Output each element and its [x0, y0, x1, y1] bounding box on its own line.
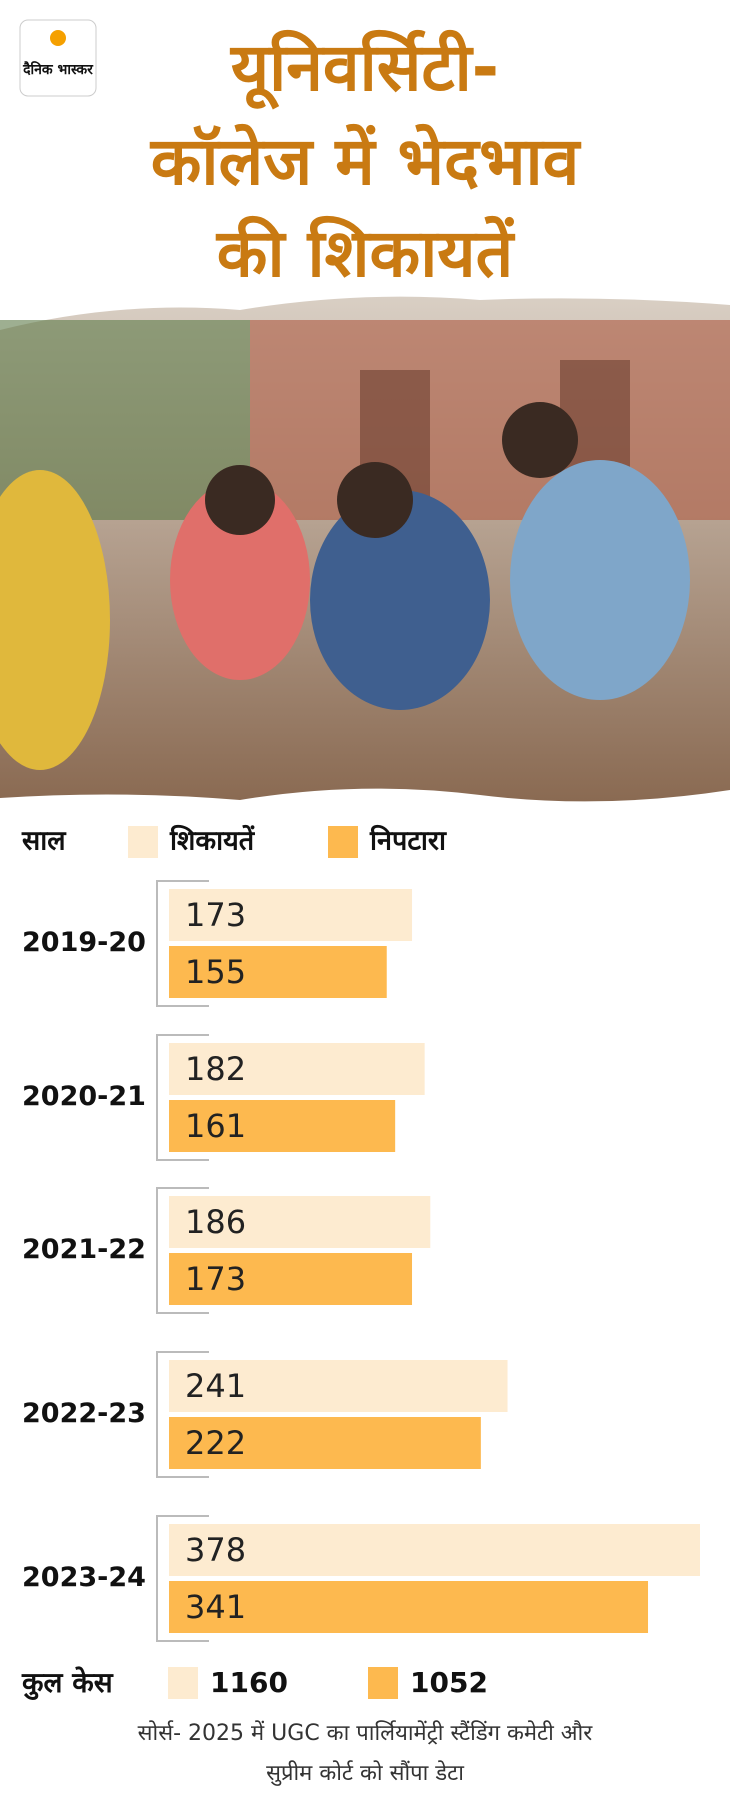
- source-note: सोर्स- 2025 में UGC का पार्लियामेंट्री स…: [138, 1720, 594, 1746]
- y-tick-label: 2020-21: [22, 1081, 146, 1112]
- data-label: 173: [185, 896, 246, 934]
- totals-swatch: [168, 1667, 198, 1699]
- bar: [169, 1253, 413, 1305]
- legend-label: शिकायतें: [169, 825, 256, 857]
- data-label: 241: [185, 1367, 246, 1405]
- photo: [0, 296, 730, 802]
- chart-title: की शिकायतें: [215, 215, 516, 292]
- legend-swatch: [128, 826, 158, 858]
- chart-title: यूनिवर्सिटी-: [229, 29, 499, 110]
- data-label: 378: [185, 1531, 246, 1569]
- chart-title: कॉलेज में भेदभाव: [149, 123, 582, 200]
- data-label: 186: [185, 1203, 246, 1241]
- totals-label: कुल केस: [21, 1666, 114, 1700]
- group-bracket: [156, 1034, 209, 1161]
- y-tick-label: 2019-20: [22, 927, 146, 958]
- data-label: 155: [185, 953, 246, 991]
- source-note: सुप्रीम कोर्ट को सौंपा डेटा: [266, 1760, 464, 1786]
- data-label: 173: [185, 1260, 246, 1298]
- bar: [169, 1417, 481, 1469]
- total-value: 1052: [410, 1666, 488, 1699]
- bar: [169, 1100, 396, 1152]
- y-tick-label: 2022-23: [22, 1398, 146, 1429]
- logo-text: दैनिक भास्कर: [22, 61, 94, 78]
- category-label: साल: [21, 826, 67, 857]
- bar: [169, 1196, 431, 1248]
- bar: [169, 1043, 425, 1095]
- legend-swatch: [328, 826, 358, 858]
- bar: [169, 946, 387, 998]
- group-bracket: [156, 1515, 209, 1642]
- logo: दैनिक भास्कर: [19, 19, 97, 97]
- group-bracket: [156, 1351, 209, 1478]
- group-bracket: [156, 880, 209, 1007]
- data-label: 341: [185, 1588, 246, 1626]
- group-bracket: [156, 1187, 209, 1314]
- totals-swatch: [368, 1667, 398, 1699]
- legend-label: निपटारा: [369, 825, 447, 857]
- data-label: 222: [185, 1424, 246, 1462]
- total-value: 1160: [210, 1666, 288, 1699]
- data-label: 182: [185, 1050, 246, 1088]
- bar: [169, 1524, 700, 1576]
- bar: [169, 889, 413, 941]
- y-tick-label: 2021-22: [22, 1234, 146, 1265]
- bar: [169, 1581, 649, 1633]
- data-label: 161: [185, 1107, 246, 1145]
- y-tick-label: 2023-24: [22, 1562, 146, 1593]
- bar: [169, 1360, 508, 1412]
